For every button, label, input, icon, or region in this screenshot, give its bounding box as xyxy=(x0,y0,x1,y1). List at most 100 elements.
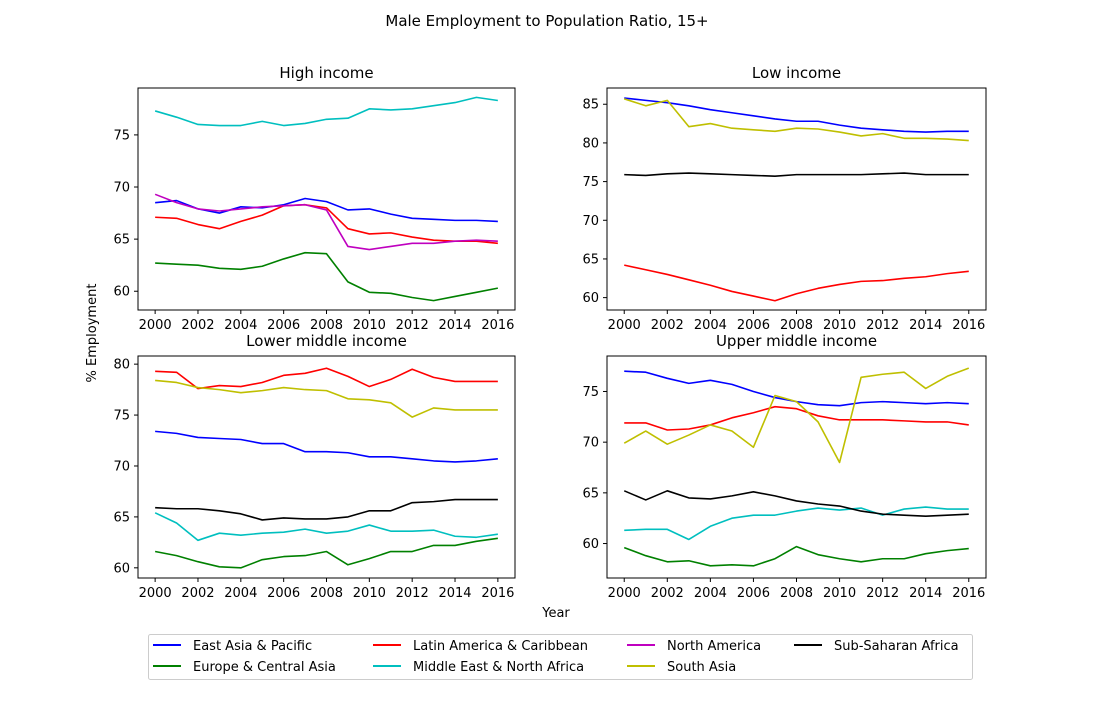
y-tick-label: 70 xyxy=(113,181,130,196)
y-tick-label: 60 xyxy=(582,537,599,552)
legend-item-sub-saharan-africa: Sub-Saharan Africa xyxy=(794,639,959,654)
y-tick-label: 80 xyxy=(113,358,130,373)
x-tick-label: 2006 xyxy=(267,318,300,333)
series-line-middle-east-and-north-africa xyxy=(154,96,498,127)
axes-frame xyxy=(137,87,516,311)
series-line-south-asia xyxy=(623,367,970,464)
series-line-latin-america-and-caribbean xyxy=(155,367,498,390)
panel-title: High income xyxy=(279,64,373,82)
series-line-south-asia xyxy=(623,98,969,142)
legend-item-middle-east-and-north-africa: Middle East & North Africa xyxy=(373,660,584,675)
x-tick-label: 2016 xyxy=(952,318,985,333)
y-tick-label: 80 xyxy=(582,136,599,151)
x-tick-label: 2010 xyxy=(353,586,386,601)
series-line-east-asia-and-pacific xyxy=(624,370,969,407)
x-tick-label: 2014 xyxy=(438,586,471,601)
panel-title: Upper middle income xyxy=(716,332,877,350)
x-tick-label: 2002 xyxy=(181,586,214,601)
y-tick-label: 65 xyxy=(113,510,130,525)
y-tick-label: 85 xyxy=(582,98,599,113)
subplots: High income 2000 2002 2004 2006 2008 2010 2012 2… xyxy=(113,64,987,601)
y-tick-label: 65 xyxy=(582,486,599,501)
legend: East Asia & Pacific Europe & Central Asia… xyxy=(148,634,973,680)
legend-frame xyxy=(148,634,973,680)
series-line-latin-america-and-caribbean xyxy=(155,203,498,245)
y-tick-label: 75 xyxy=(582,385,599,400)
x-tick-label: 2008 xyxy=(780,586,813,601)
series-line-europe-and-central-asia xyxy=(155,251,499,302)
x-tick-label: 2004 xyxy=(694,318,727,333)
x-tick-label: 2002 xyxy=(651,318,684,333)
x-tick-label: 2008 xyxy=(780,318,813,333)
series-line-middle-east-and-north-africa xyxy=(624,506,969,541)
y-tick-label: 70 xyxy=(582,436,599,451)
legend-label: Europe & Central Asia xyxy=(193,660,336,675)
figure-title: Male Employment to Population Ratio, 15+ xyxy=(385,12,708,30)
legend-label: South Asia xyxy=(667,660,736,675)
series-line-east-asia-and-pacific xyxy=(624,97,969,133)
legend-label: Middle East & North Africa xyxy=(413,660,584,675)
legend-item-east-asia-and-pacific: East Asia & Pacific xyxy=(153,639,312,654)
x-axis-label: Year xyxy=(541,606,570,621)
series-line-europe-and-central-asia xyxy=(623,545,969,567)
legend-label: Sub-Saharan Africa xyxy=(834,639,959,654)
y-axis-label: % Employment xyxy=(85,284,100,383)
x-tick-label: 2016 xyxy=(481,318,514,333)
series-line-latin-america-and-caribbean xyxy=(624,405,969,431)
x-tick-label: 2000 xyxy=(608,318,641,333)
y-tick-label: 70 xyxy=(113,459,130,474)
x-tick-label: 2006 xyxy=(267,586,300,601)
axes-frame xyxy=(606,355,987,579)
legend-label: East Asia & Pacific xyxy=(193,639,312,654)
x-tick-label: 2004 xyxy=(224,318,257,333)
series-line-north-america xyxy=(154,193,498,251)
x-tick-label: 2012 xyxy=(866,586,899,601)
x-tick-label: 2012 xyxy=(396,318,429,333)
legend-item-south-asia: South Asia xyxy=(627,660,736,675)
legend-item-latin-america-and-caribbean: Latin America & Caribbean xyxy=(373,639,588,654)
panel-lower-middle-income: Lower middle income 2000 2002 2004 2006 2008 2… xyxy=(113,332,516,601)
y-tick-label: 65 xyxy=(113,233,130,248)
series-line-sub-saharan-africa xyxy=(624,172,969,177)
x-tick-label: 2008 xyxy=(310,318,343,333)
x-tick-label: 2000 xyxy=(608,586,641,601)
x-tick-label: 2010 xyxy=(353,318,386,333)
y-tick-label: 75 xyxy=(582,175,599,190)
y-tick-label: 60 xyxy=(113,561,130,576)
panel-title: Low income xyxy=(752,64,841,82)
x-tick-label: 2012 xyxy=(866,318,899,333)
legend-label: Latin America & Caribbean xyxy=(413,639,588,654)
series-line-east-asia-and-pacific xyxy=(155,197,498,223)
y-tick-label: 65 xyxy=(582,252,599,267)
x-tick-label: 2016 xyxy=(481,586,514,601)
x-tick-label: 2006 xyxy=(737,318,770,333)
series-line-east-asia-and-pacific xyxy=(155,430,498,463)
y-tick-label: 70 xyxy=(582,214,599,229)
panel-title: Lower middle income xyxy=(246,332,407,350)
series-line-middle-east-and-north-africa xyxy=(154,512,498,542)
x-tick-label: 2014 xyxy=(909,586,942,601)
legend-item-north-america: North America xyxy=(627,639,761,654)
x-tick-label: 2010 xyxy=(823,586,856,601)
legend-item-europe-and-central-asia: Europe & Central Asia xyxy=(153,660,336,675)
panel-high-income: High income 2000 2002 2004 2006 2008 2010 2012 2… xyxy=(113,64,516,333)
series-line-south-asia xyxy=(155,379,498,418)
y-tick-label: 60 xyxy=(582,291,599,306)
y-tick-label: 75 xyxy=(113,409,130,424)
x-tick-label: 2006 xyxy=(737,586,770,601)
x-tick-label: 2012 xyxy=(396,586,429,601)
series-line-sub-saharan-africa xyxy=(155,498,498,521)
series-line-europe-and-central-asia xyxy=(154,537,498,569)
legend-label: North America xyxy=(667,639,761,654)
series-line-latin-america-and-caribbean xyxy=(624,264,969,302)
y-tick-label: 75 xyxy=(113,128,130,143)
y-tick-label: 60 xyxy=(113,285,130,300)
x-tick-label: 2008 xyxy=(310,586,343,601)
panel-upper-middle-income: Upper middle income 2000 2002 2004 2006 2008 2… xyxy=(582,332,987,601)
x-tick-label: 2016 xyxy=(952,586,985,601)
x-tick-label: 2004 xyxy=(224,586,257,601)
x-tick-label: 2004 xyxy=(694,586,727,601)
x-tick-label: 2002 xyxy=(181,318,214,333)
x-tick-label: 2002 xyxy=(651,586,684,601)
